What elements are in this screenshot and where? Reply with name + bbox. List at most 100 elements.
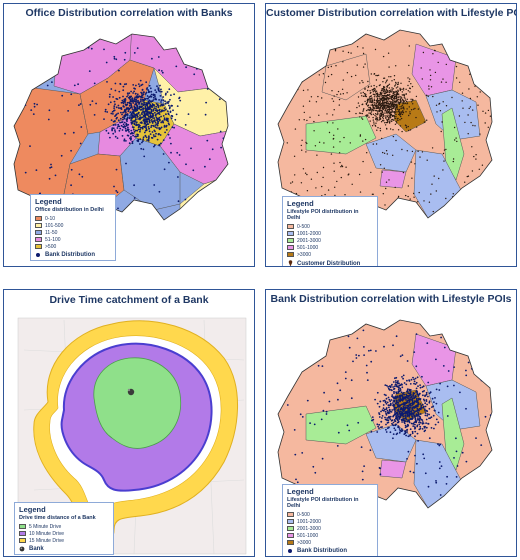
map-point	[483, 68, 485, 70]
map-point	[384, 384, 387, 386]
map-point	[454, 50, 457, 52]
map-point	[389, 93, 391, 96]
map-point	[132, 102, 135, 104]
map-point	[89, 103, 92, 106]
map-point	[390, 97, 392, 99]
map-point	[417, 385, 419, 388]
map-point	[323, 391, 325, 394]
map-point	[383, 77, 385, 80]
map-point	[389, 128, 392, 130]
map-point	[412, 103, 414, 105]
map-point	[132, 100, 134, 103]
map-point	[378, 93, 380, 96]
map-point	[394, 380, 397, 382]
map-point	[105, 61, 108, 64]
map-point	[322, 352, 324, 355]
map-point	[123, 121, 126, 124]
map-point	[122, 89, 125, 92]
map-point	[312, 68, 314, 70]
map-point	[124, 113, 127, 116]
map-point	[150, 90, 153, 93]
map-point	[472, 124, 474, 127]
map-point	[117, 119, 120, 122]
map-point	[375, 93, 378, 95]
map-point	[408, 45, 410, 47]
map-point	[156, 85, 158, 88]
map-point	[133, 52, 136, 54]
map-point	[438, 461, 441, 463]
map-point	[393, 427, 396, 430]
map-point	[291, 63, 293, 65]
map-point	[427, 423, 430, 425]
map-point	[134, 113, 137, 116]
map-point	[392, 88, 394, 90]
map-point	[400, 108, 402, 110]
map-point	[384, 400, 387, 403]
map-point	[136, 129, 139, 132]
map-point	[415, 95, 418, 98]
map-point	[383, 112, 385, 114]
map-point	[396, 399, 398, 402]
map-point	[377, 425, 379, 428]
map-point	[369, 112, 372, 115]
map-point	[421, 78, 423, 80]
map-point	[369, 100, 371, 102]
map-point	[299, 413, 302, 416]
map-point	[117, 104, 120, 107]
map-point	[474, 125, 476, 127]
map-point	[379, 467, 381, 470]
map-point	[119, 117, 122, 120]
map-point	[364, 95, 366, 97]
map-point	[461, 330, 464, 333]
map-point	[145, 104, 148, 106]
map-point	[339, 93, 342, 95]
map-point	[91, 100, 94, 102]
map-point	[361, 80, 363, 82]
map-point	[114, 135, 117, 138]
map-point	[412, 409, 415, 412]
map-point	[141, 113, 143, 116]
map-point	[125, 140, 127, 142]
map-point	[112, 120, 115, 123]
map-point	[411, 395, 413, 398]
legend-label: 1001-2000	[297, 230, 321, 237]
map-point	[406, 458, 408, 460]
map-point	[458, 115, 461, 117]
map-point	[381, 89, 383, 92]
map-point	[380, 109, 382, 112]
legend-item: 15 Minute Drive	[19, 537, 109, 544]
map-point	[118, 211, 121, 214]
map-point	[390, 76, 392, 78]
map-point	[392, 402, 394, 404]
map-point	[405, 399, 407, 401]
map-point	[418, 423, 421, 426]
map-point	[466, 175, 468, 178]
map-point	[300, 144, 302, 147]
map-point	[344, 371, 347, 373]
map-point	[390, 113, 392, 115]
map-point	[392, 433, 395, 435]
map-point	[373, 84, 375, 87]
map-point	[362, 66, 365, 68]
map-point	[332, 100, 335, 103]
map-point	[400, 117, 403, 120]
map-point	[393, 404, 396, 406]
map-point	[385, 116, 387, 118]
map-point	[161, 109, 164, 112]
legend-item: 501-1000	[287, 244, 373, 251]
map-point	[392, 344, 394, 347]
map-point	[170, 114, 173, 117]
map-point	[122, 123, 125, 126]
map-point	[128, 117, 131, 120]
map-point	[401, 354, 404, 356]
map-point	[385, 96, 387, 98]
map-point	[412, 425, 415, 427]
map-point	[314, 471, 317, 474]
map-point	[390, 117, 392, 119]
map-point	[120, 108, 123, 110]
map-point	[144, 105, 147, 108]
map-point	[138, 107, 141, 110]
map-point	[422, 51, 425, 54]
map-point	[372, 116, 374, 119]
map-point	[49, 166, 51, 169]
